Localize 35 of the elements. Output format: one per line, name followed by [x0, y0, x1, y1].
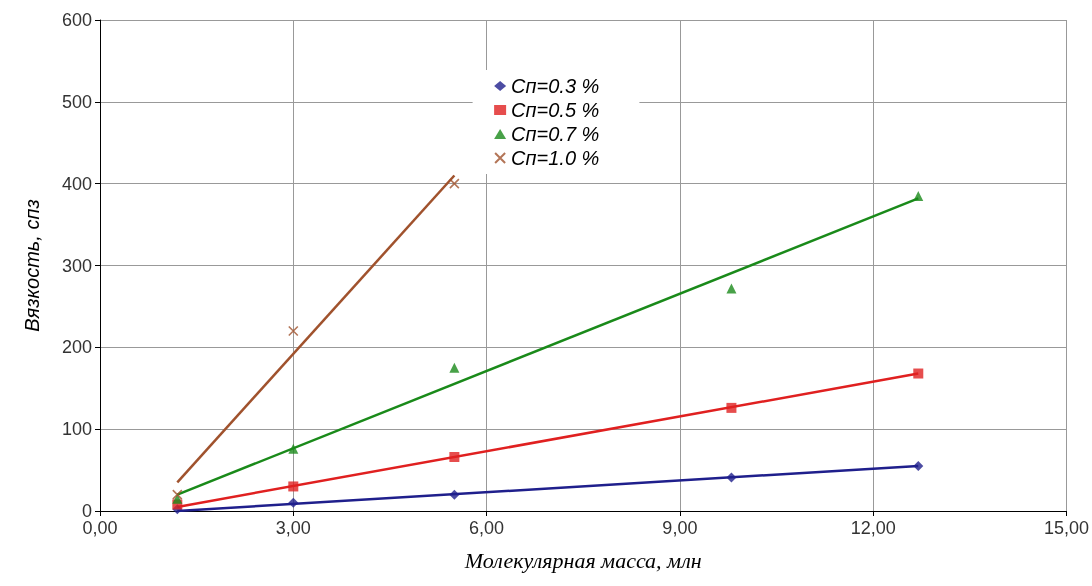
x-tick-label: 15,00 — [1043, 518, 1089, 538]
x-tick-label: 3,00 — [275, 518, 311, 538]
point — [726, 283, 737, 294]
point — [913, 460, 924, 471]
x-tick-label: 6,00 — [469, 518, 505, 538]
point — [172, 489, 183, 500]
point — [449, 451, 460, 462]
y-axis-title: Вязкость, спз — [21, 199, 43, 332]
y-tick-label: 100 — [61, 419, 92, 440]
point — [172, 493, 183, 504]
point — [449, 178, 460, 189]
y-tick-label: 600 — [61, 10, 92, 30]
point — [449, 489, 460, 500]
point — [288, 443, 299, 454]
point — [288, 481, 299, 492]
y-tick-label: 500 — [61, 91, 92, 112]
x-tick-label: 12,00 — [850, 518, 896, 538]
legend-label: Cп=1.0 % — [511, 147, 600, 169]
point — [288, 325, 299, 337]
y-tick-label: 400 — [61, 173, 92, 194]
y-tick-label: 0 — [81, 501, 92, 521]
x-tick-label: 9,00 — [662, 518, 698, 538]
legend-label: Cп=0.7 % — [511, 123, 600, 145]
point — [726, 472, 737, 483]
point — [913, 368, 924, 379]
y-tick-label: 300 — [61, 255, 92, 276]
legend-label: Cп=0.3 % — [511, 75, 600, 97]
point — [449, 362, 460, 373]
point — [288, 497, 299, 508]
x-tick-label: 0,00 — [82, 518, 118, 538]
point — [726, 402, 737, 413]
x-axis-title: Молекулярная масса, млн — [463, 547, 702, 573]
y-tick-label: 200 — [61, 337, 92, 358]
legend-label: Cп=0.5 % — [511, 99, 600, 121]
point — [913, 190, 924, 201]
